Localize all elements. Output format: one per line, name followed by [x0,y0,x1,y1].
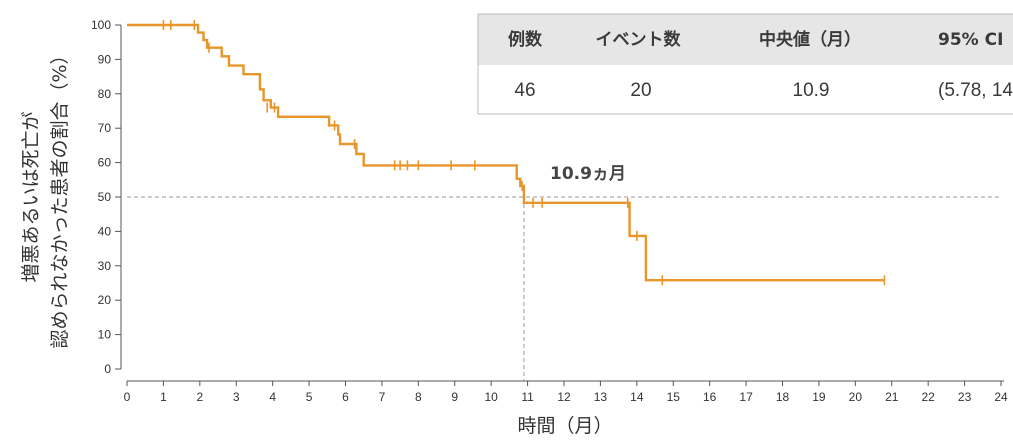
x-tick-label: 16 [703,390,717,404]
x-tick-label: 3 [233,390,240,404]
x-tick-label: 8 [415,390,422,404]
x-tick-label: 19 [812,390,826,404]
x-tick-label: 14 [630,390,644,404]
y-tick-label: 70 [98,121,112,135]
x-tick-label: 4 [269,390,276,404]
y-tick-label: 20 [98,293,112,307]
x-tick-label: 10 [484,390,498,404]
table-header-median: 中央値（月） [759,29,861,50]
x-tick-label: 1 [160,390,167,404]
y-tick-label: 40 [98,224,112,238]
x-tick-label: 21 [885,390,899,404]
x-tick-label: 7 [379,390,386,404]
x-tick-label: 0 [124,390,131,404]
x-tick-label: 20 [849,390,863,404]
y-axis-title-line1: 増悪あるいは死亡が [20,111,42,282]
x-axis-ticks: 0 1 2 3 4 5 6 7 8 9 10 11 12 13 14 15 16 17 18 19 20 21 22 23 24 [124,381,1008,404]
x-tick-label: 9 [451,390,458,404]
table-header-events: イベント数 [596,29,682,50]
table-value-ci: (5.78, 14.3) [938,80,1013,101]
y-axis-title: 増悪あるいは死亡が 認められなかった患者の割合（%） [20,45,71,348]
x-tick-label: 6 [342,390,349,404]
table-value-median: 10.9 [793,80,830,101]
summary-table: 例数 イベント数 中央値（月） 95% CI 46 20 10.9 (5.78,… [477,13,1013,115]
y-axis-ticks: 0 10 20 30 40 50 60 70 80 90 100 [91,18,121,376]
censor-marks [162,20,886,286]
x-tick-label: 18 [776,390,790,404]
km-survival-curve [127,23,885,282]
x-tick-label: 24 [994,390,1008,404]
x-tick-label: 2 [196,390,203,404]
x-tick-label: 17 [739,390,753,404]
x-tick-label: 11 [521,390,534,404]
x-tick-label: 5 [306,390,313,404]
table-header-n: 例数 [508,29,543,50]
y-axis-title-line2: 認められなかった患者の割合（%） [49,45,71,348]
y-tick-label: 80 [98,87,112,101]
x-tick-label: 23 [958,390,972,404]
table-value-events: 20 [630,80,651,101]
y-tick-label: 10 [98,328,112,342]
x-tick-label: 15 [667,390,681,404]
table-value-n: 46 [514,80,535,101]
x-tick-label: 12 [557,390,571,404]
x-tick-label: 22 [921,390,935,404]
table-body-bg [478,65,1013,114]
x-axis-title: 時間（月） [517,415,612,437]
y-tick-label: 100 [91,18,111,32]
median-annotation: 10.9ヵ月 [550,164,626,184]
y-tick-label: 90 [98,52,112,66]
y-tick-label: 60 [98,156,112,170]
table-header-ci: 95% CI [938,30,1003,50]
y-tick-label: 0 [104,362,111,376]
x-tick-label: 13 [594,390,608,404]
table-header-bg [478,14,1013,65]
y-tick-label: 30 [98,259,112,273]
y-tick-label: 50 [98,190,112,204]
